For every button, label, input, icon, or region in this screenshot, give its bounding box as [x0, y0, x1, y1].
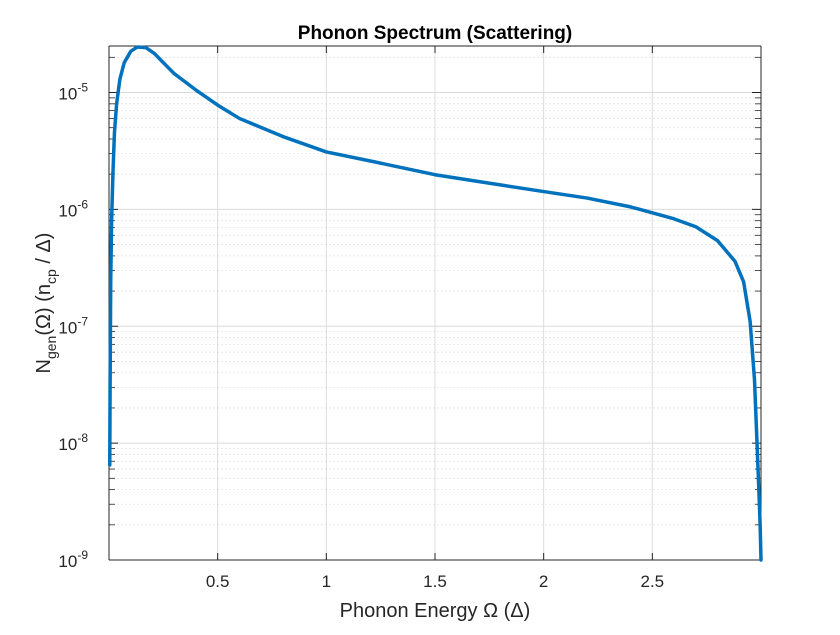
x-axis-label: Phonon Energy Ω (Δ) — [340, 600, 531, 622]
y-axis-label-cp: cp — [43, 269, 59, 284]
y-tick-label-base: 10 — [58, 201, 77, 220]
y-axis-label-gen: gen — [43, 336, 59, 359]
y-tick-label-exponent: -9 — [77, 548, 88, 562]
y-axis-label-rest: / Δ) — [33, 233, 55, 270]
y-tick-label-base: 10 — [58, 85, 77, 104]
y-tick-label-exponent: -8 — [77, 431, 88, 445]
series-line-0 — [108, 45, 763, 562]
x-axis-label-close: ) — [524, 600, 531, 622]
x-axis-label-omega: Ω — [483, 600, 498, 622]
x-axis-label-text: Phonon Energy — [340, 600, 483, 622]
y-tick-label-base: 10 — [58, 318, 77, 337]
y-axis-label-omega-group: (Ω) (n — [33, 284, 55, 336]
y-tick-label-exponent: -6 — [77, 197, 88, 211]
x-axis-label-delta: Δ — [510, 600, 523, 622]
y-tick-label: 10-5 — [58, 81, 88, 104]
y-tick-label: 10-6 — [58, 197, 88, 220]
y-tick-label-exponent: -7 — [77, 314, 88, 328]
y-tick-label: 10-9 — [58, 548, 88, 571]
series-layer — [108, 45, 763, 562]
y-axis-label: Ngen(Ω) (ncp / Δ) — [33, 233, 59, 374]
x-tick-label: 2 — [539, 572, 548, 591]
y-tick-label: 10-8 — [58, 431, 88, 454]
x-tick-labels: 0.5 1 1.5 2 2.5 — [206, 572, 664, 591]
x-tick-label: 2.5 — [641, 572, 665, 591]
y-tick-label-exponent: -5 — [77, 81, 88, 95]
chart-title: Phonon Spectrum (Scattering) — [298, 23, 572, 44]
x-tick-label: 1 — [322, 572, 331, 591]
x-tick-label: 0.5 — [206, 572, 230, 591]
x-axis-label-open: ( — [498, 600, 511, 622]
y-tick-label: 10-7 — [58, 314, 88, 337]
y-axis-label-n: N — [33, 359, 55, 373]
y-tick-label-base: 10 — [58, 435, 77, 454]
y-tick-label-base: 10 — [58, 552, 77, 571]
y-tick-labels: 10-910-810-710-610-5 — [58, 81, 88, 571]
x-tick-label: 1.5 — [423, 572, 447, 591]
